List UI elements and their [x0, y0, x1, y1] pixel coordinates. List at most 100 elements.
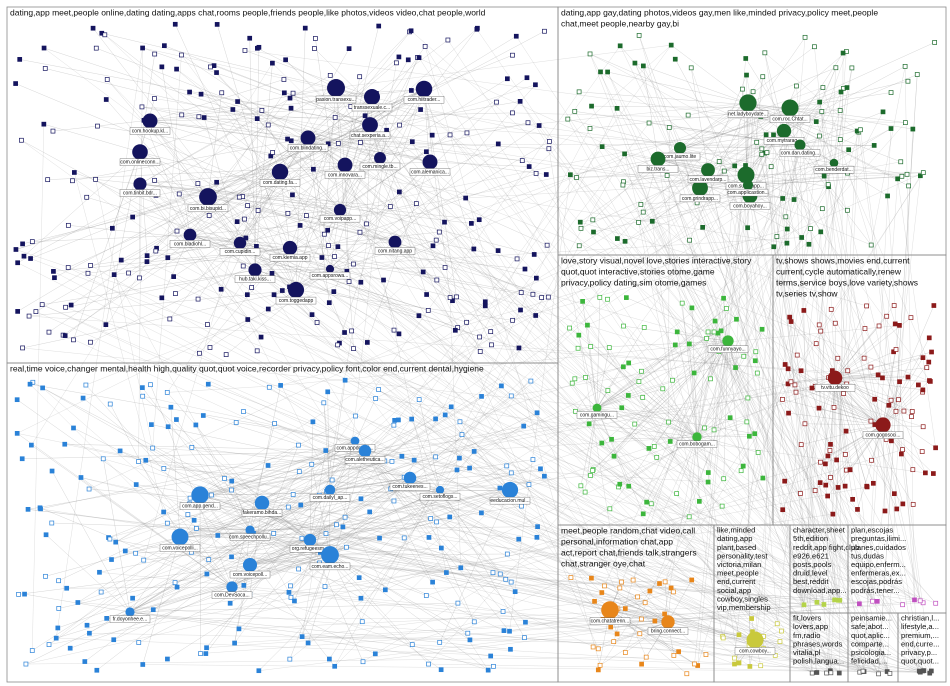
node [469, 221, 474, 226]
edge [548, 148, 621, 588]
edge [149, 106, 351, 122]
edge [92, 28, 297, 291]
node [254, 348, 260, 354]
node [176, 191, 182, 197]
edge [723, 298, 729, 342]
node [533, 171, 539, 176]
group-keywords: podrás,tener... [851, 586, 900, 595]
node [458, 565, 464, 571]
group-keywords: tv,shows shows,movies end,current [776, 255, 910, 265]
node [700, 225, 705, 230]
node [78, 475, 84, 480]
edge [247, 205, 396, 243]
node-label: com.eam.echo... [312, 564, 349, 570]
node [50, 128, 56, 134]
node [152, 96, 157, 101]
edge [782, 198, 813, 674]
node [779, 628, 784, 634]
edge [307, 101, 521, 139]
edge [329, 554, 921, 673]
edge [604, 585, 669, 623]
node-label-box [647, 627, 689, 635]
node [203, 651, 209, 656]
node [196, 114, 202, 120]
edge [428, 310, 888, 672]
node [542, 28, 547, 34]
edge [643, 211, 848, 371]
node-label-box [419, 492, 461, 501]
node [323, 448, 329, 453]
edge [141, 106, 795, 200]
edge [519, 101, 879, 674]
node [528, 378, 534, 384]
node [895, 176, 900, 182]
edge [199, 494, 442, 670]
edge [379, 57, 418, 159]
node [68, 302, 74, 308]
node [674, 491, 680, 496]
edge [580, 221, 867, 307]
edge [217, 489, 441, 536]
edge [619, 45, 920, 672]
edge [596, 407, 744, 467]
node [389, 459, 395, 464]
edge [146, 209, 341, 262]
node [209, 492, 214, 498]
node [920, 424, 926, 430]
edge [616, 108, 701, 189]
node [342, 330, 347, 335]
node [891, 491, 897, 497]
edge [179, 456, 436, 538]
node-hub [333, 203, 347, 217]
node-label: eeducacion.mul... [490, 498, 529, 504]
edge [600, 71, 747, 176]
node [97, 569, 102, 575]
node [517, 99, 523, 104]
edge [638, 35, 681, 149]
node [111, 272, 117, 277]
edge [525, 622, 888, 672]
edge [409, 477, 679, 652]
node [351, 346, 356, 351]
node [619, 579, 624, 585]
edge [596, 366, 624, 409]
node [471, 619, 477, 625]
edge [288, 592, 611, 628]
edge [311, 314, 813, 674]
edge [670, 340, 729, 442]
node [254, 244, 259, 249]
edge [789, 81, 909, 109]
edge [189, 164, 346, 236]
node [749, 616, 754, 621]
edge [708, 58, 746, 473]
edge [596, 297, 601, 409]
edge [211, 489, 511, 496]
node [422, 44, 428, 49]
node [902, 64, 908, 69]
node-hub [242, 557, 258, 573]
node [530, 291, 536, 297]
node-label: fakeramo.bihda... [243, 510, 282, 516]
node [309, 461, 315, 467]
node [820, 85, 826, 90]
edge [584, 407, 598, 493]
node-label: com.gamingu... [580, 412, 614, 418]
node [835, 485, 841, 490]
node [495, 248, 501, 253]
node [599, 590, 605, 595]
node [647, 588, 653, 594]
edge [271, 268, 331, 274]
node-label: com.speechpollu... [229, 534, 271, 540]
edge [585, 377, 698, 438]
edge [232, 109, 291, 249]
edge [689, 343, 698, 438]
edge [747, 102, 901, 162]
edge [591, 105, 791, 109]
node [296, 469, 302, 474]
node [358, 140, 363, 145]
group-keywords: lifestyle,a... [901, 622, 939, 631]
edge [249, 579, 692, 595]
edge [872, 175, 921, 602]
node [152, 177, 157, 183]
node [205, 322, 210, 327]
